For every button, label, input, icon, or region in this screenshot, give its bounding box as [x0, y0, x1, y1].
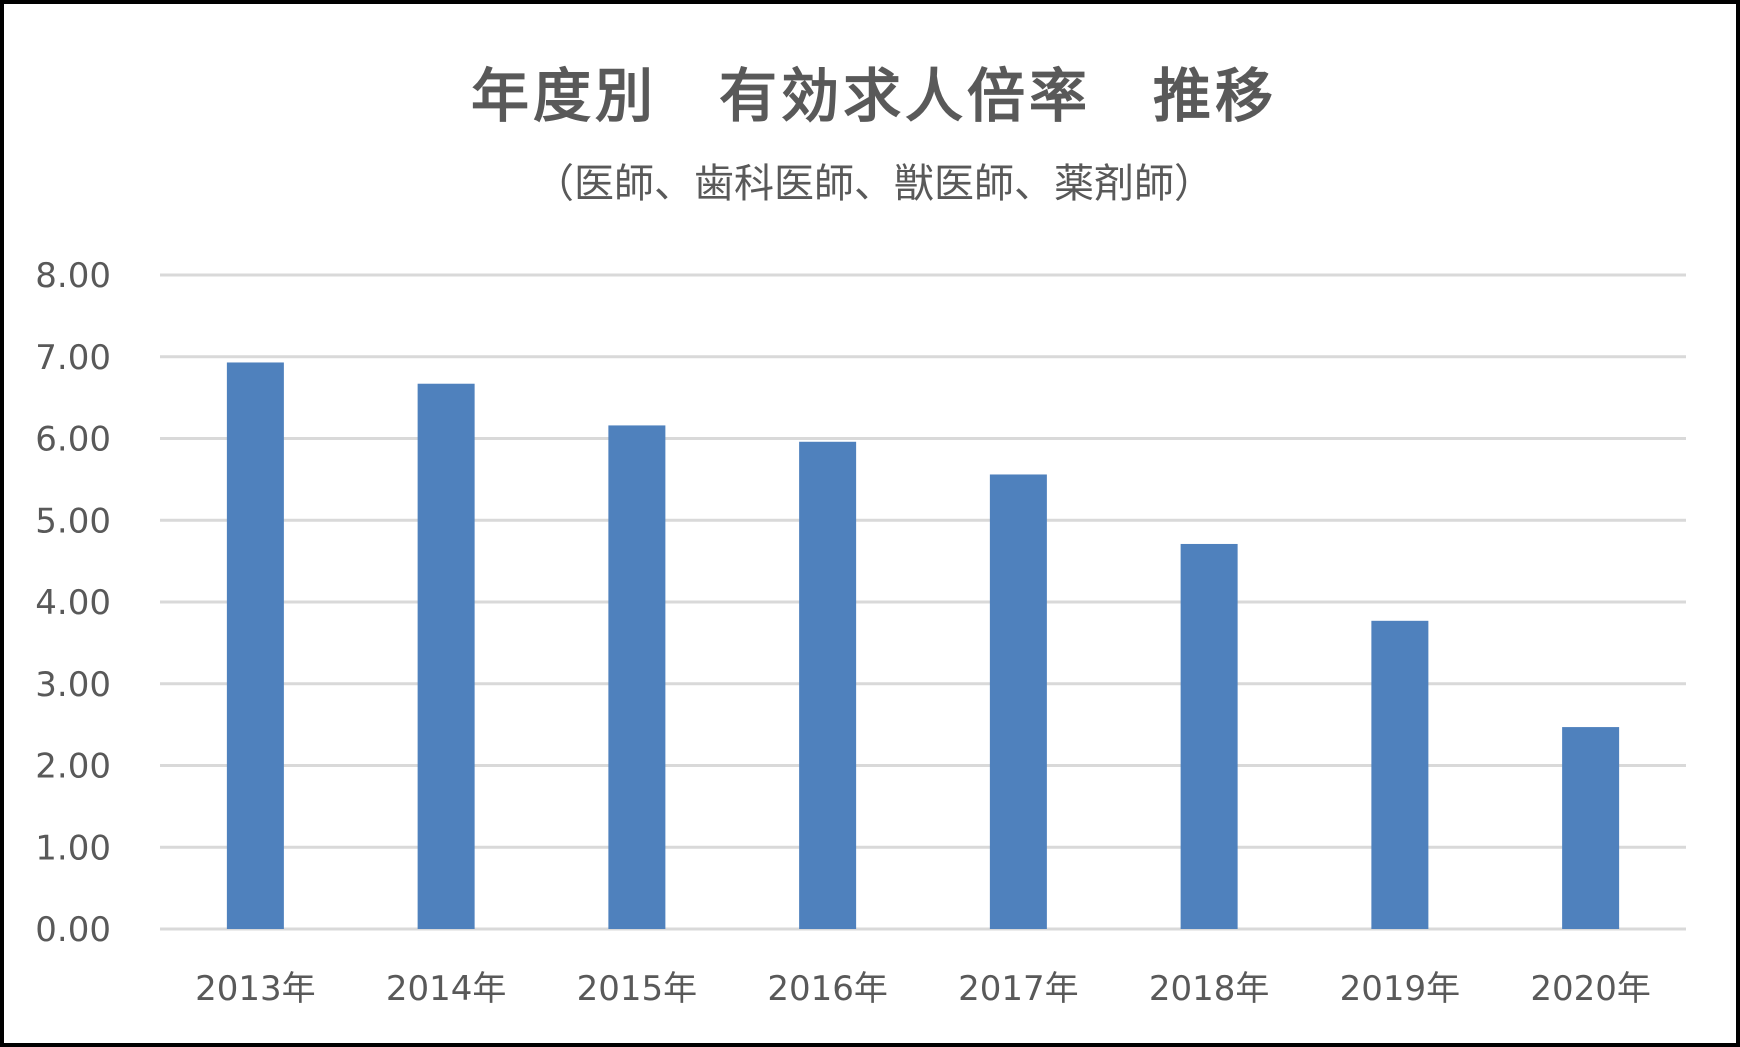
x-axis-ticks: 2013年 2014年 2015年 2016年 2017年 2018年 2019年 2020年 [195, 969, 1651, 1009]
x-tick-label: 2014年 [386, 969, 507, 1009]
gridlines [160, 273, 1686, 931]
x-tick-label: 2020年 [1530, 969, 1651, 1009]
y-tick-label: 2.00 [35, 747, 111, 787]
y-tick-label: 0.00 [35, 910, 111, 950]
y-tick-label: 8.00 [35, 256, 111, 296]
y-tick-label: 4.00 [35, 583, 111, 623]
y-tick-label: 5.00 [35, 501, 111, 541]
bar-2020 [1562, 727, 1620, 929]
y-tick-label: 7.00 [35, 338, 111, 378]
y-axis-ticks: 0.00 1.00 2.00 3.00 4.00 5.00 6.00 7.00 8.00 [35, 256, 111, 950]
bar-2019 [1371, 620, 1429, 929]
bar-2014 [417, 383, 475, 929]
x-tick-label: 2018年 [1149, 969, 1270, 1009]
bar-2018 [1180, 543, 1238, 929]
bar-2016 [799, 441, 857, 929]
bar-2015 [608, 425, 666, 929]
chart-subtitle: （医師、歯科医師、獣医師、薬剤師） [534, 161, 1214, 207]
x-tick-label: 2017年 [958, 969, 1079, 1009]
bar-2017 [989, 474, 1047, 929]
plot-area: 0.00 1.00 2.00 3.00 4.00 5.00 6.00 7.00 8.00 201… [35, 256, 1686, 1009]
bars [226, 362, 1620, 929]
y-tick-label: 3.00 [35, 665, 111, 705]
x-tick-label: 2019年 [1340, 969, 1461, 1009]
chart-title: 年度別 有効求人倍率 推移 [470, 62, 1277, 130]
y-tick-label: 1.00 [35, 828, 111, 868]
x-tick-label: 2015年 [577, 969, 698, 1009]
y-tick-label: 6.00 [35, 420, 111, 460]
x-tick-label: 2013年 [195, 969, 316, 1009]
bar-2013 [226, 362, 284, 929]
x-tick-label: 2016年 [767, 969, 888, 1009]
